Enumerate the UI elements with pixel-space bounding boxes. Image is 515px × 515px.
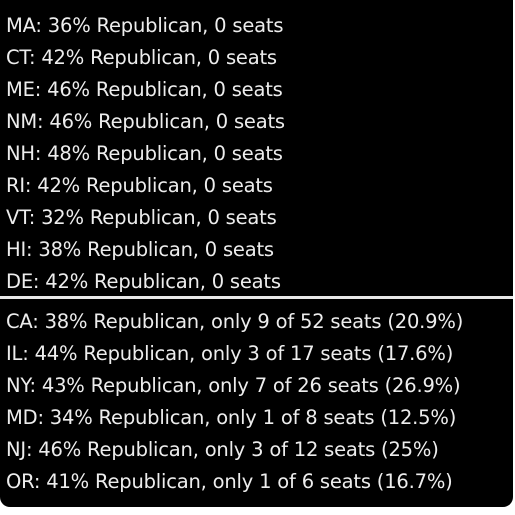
divider: [0, 296, 513, 299]
text-line: MD: 34% Republican, only 1 of 8 seats (1…: [6, 406, 457, 429]
text-line: NM: 46% Republican, 0 seats: [6, 110, 285, 133]
text-line: NY: 43% Republican, only 7 of 26 seats (…: [6, 374, 461, 397]
text-line: DE: 42% Republican, 0 seats: [6, 270, 281, 293]
group: MA: 36% Republican, 0 seats CT: 42% Repub…: [6, 10, 513, 298]
text-line: OR: 41% Republican, only 1 of 6 seats (1…: [6, 470, 453, 493]
text-line: MA: 36% Republican, 0 seats: [6, 14, 284, 37]
text-line: IL: 44% Republican, only 3 of 17 seats (…: [6, 342, 454, 365]
text-line: ME: 46% Republican, 0 seats: [6, 78, 283, 101]
text-line: CA: 38% Republican, only 9 of 52 seats (…: [6, 310, 464, 333]
text-line: CT: 42% Republican, 0 seats: [6, 46, 277, 69]
text-line: RI: 42% Republican, 0 seats: [6, 174, 273, 197]
text-line: NH: 48% Republican, 0 seats: [6, 142, 283, 165]
text-line: HI: 38% Republican, 0 seats: [6, 238, 274, 261]
group: CA: 38% Republican, only 9 of 52 seats (…: [6, 306, 513, 498]
text-line: NJ: 46% Republican, only 3 of 12 seats (…: [6, 438, 439, 461]
text-line: VT: 32% Republican, 0 seats: [6, 206, 277, 229]
